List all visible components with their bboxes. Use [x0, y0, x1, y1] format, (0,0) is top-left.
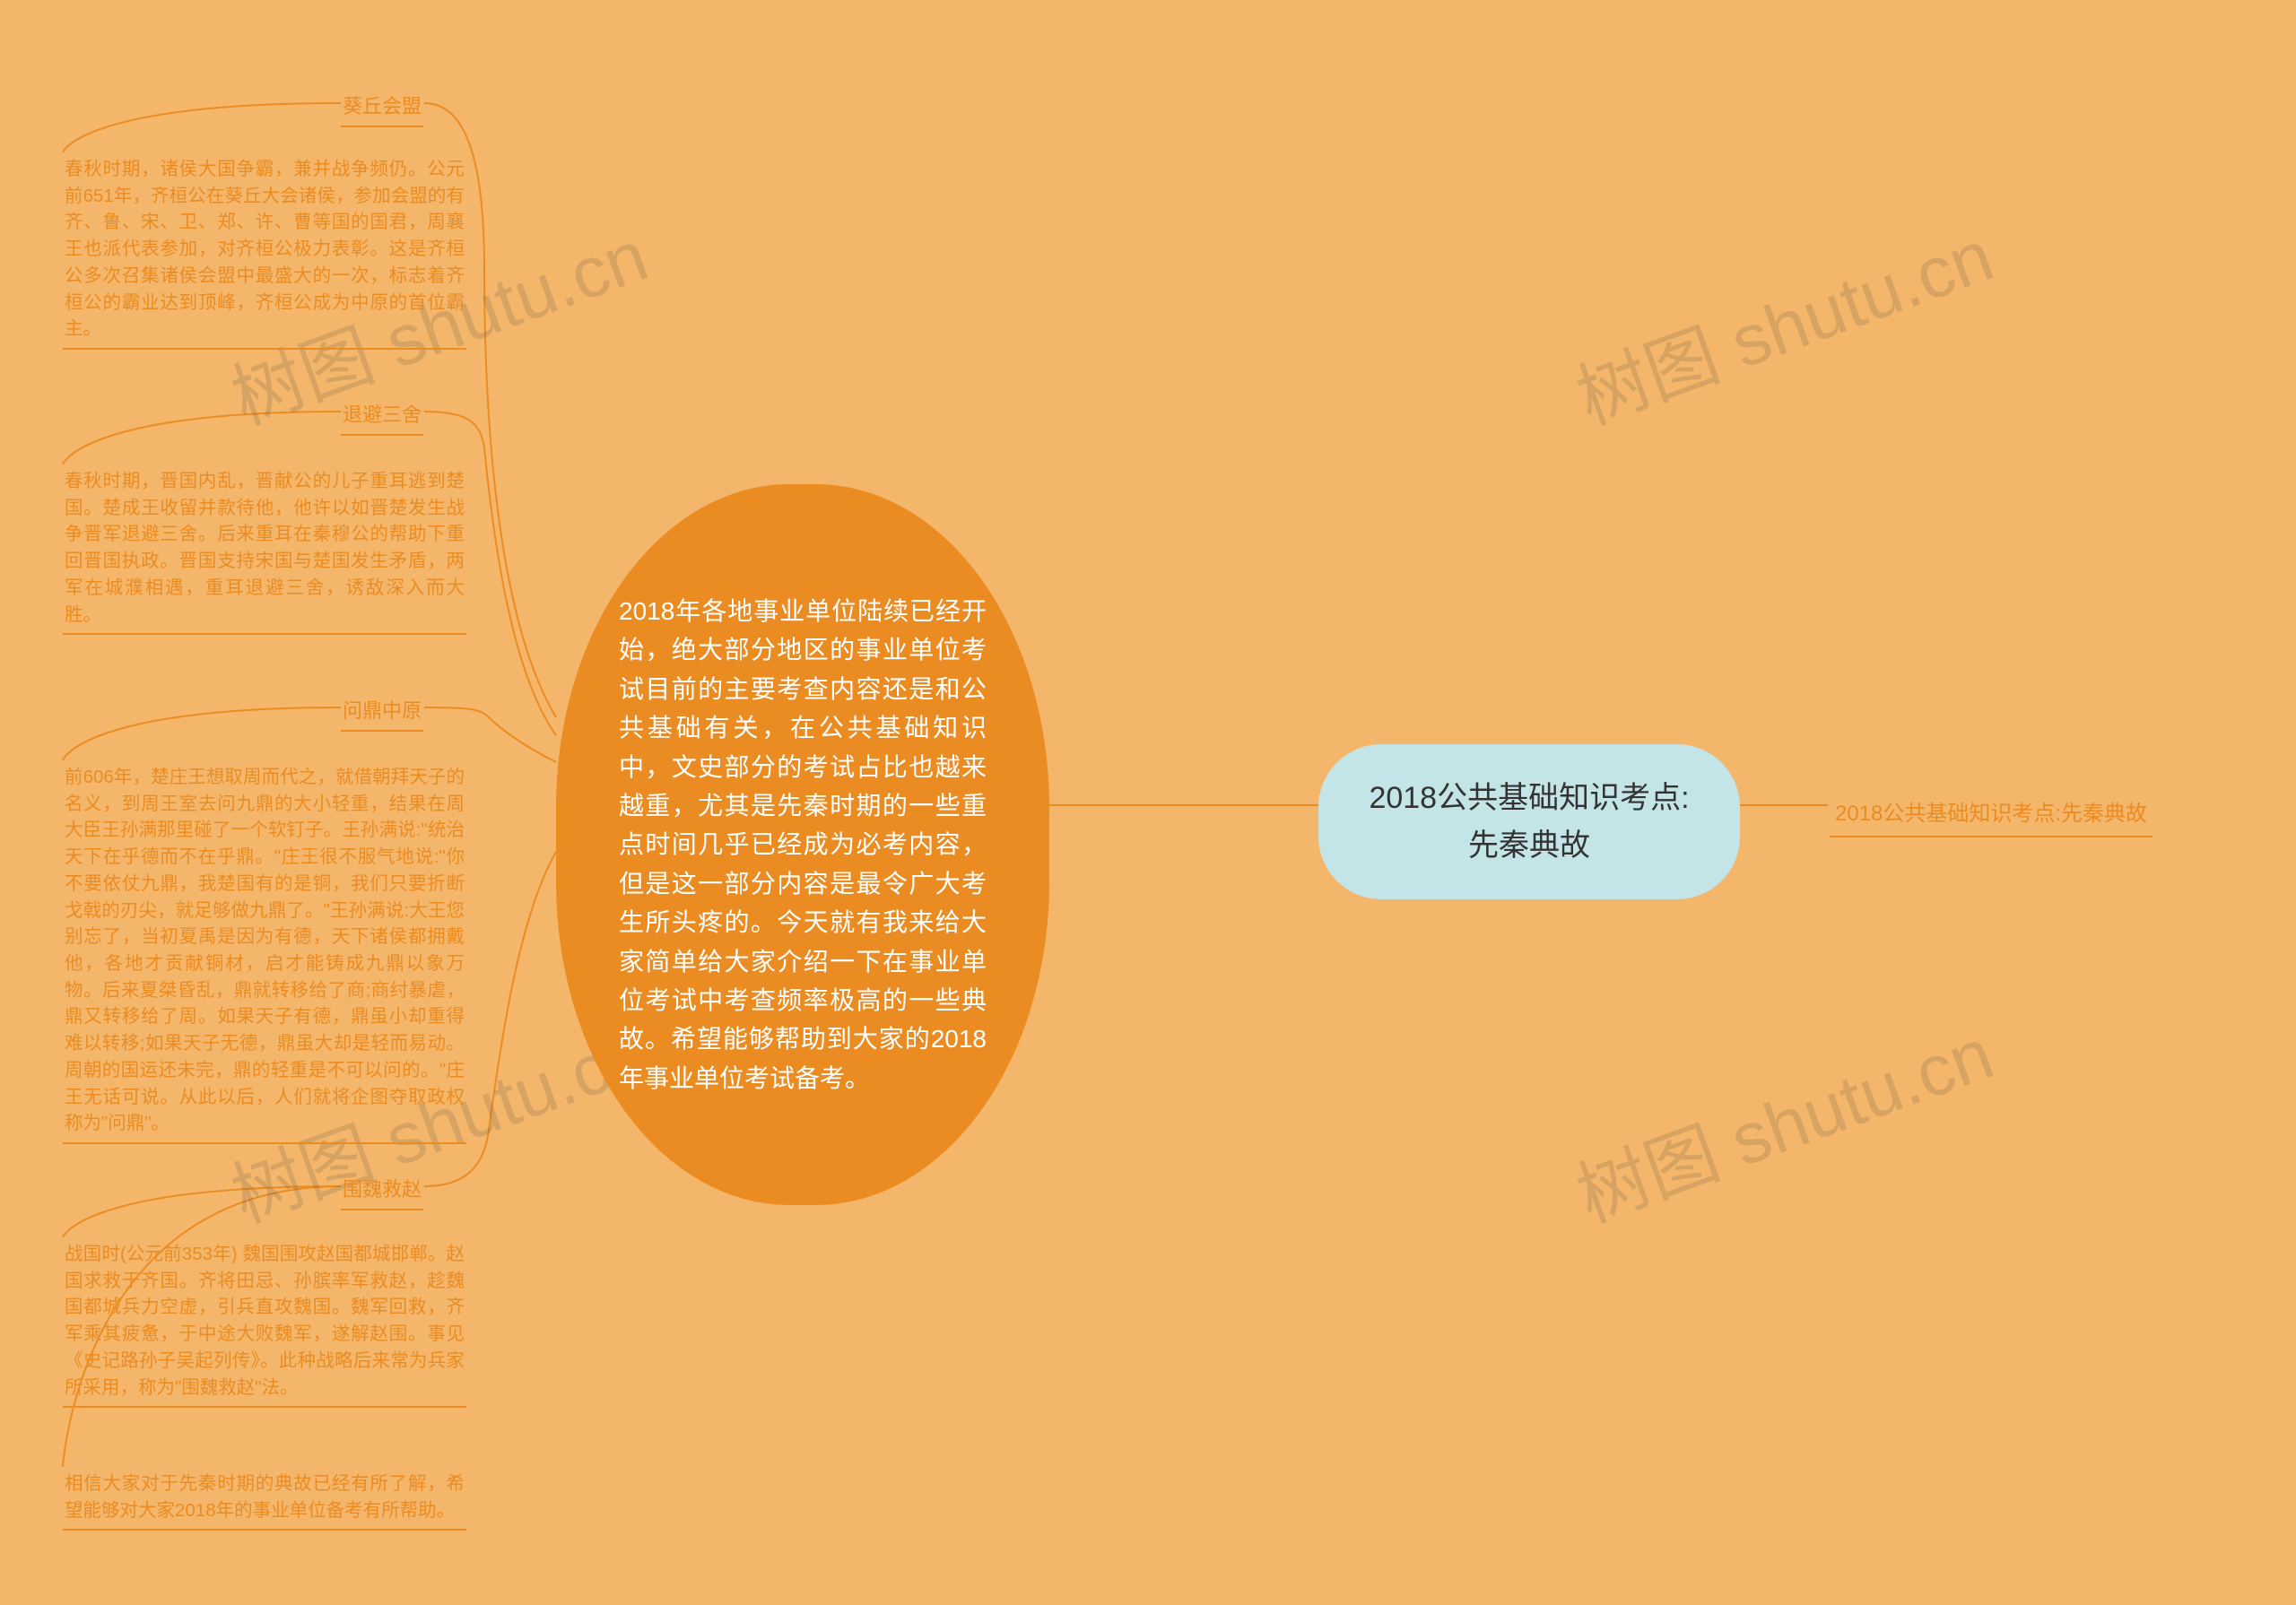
topic-paragraph-text: 前606年，楚庄王想取周而代之，就借朝拜天子的名义，到周王室去问九鼎的大小轻重，… [65, 764, 465, 1137]
intro-text: 2018年各地事业单位陆续已经开始，绝大部分地区的事业单位考试目前的主要考查内容… [619, 592, 987, 1097]
mindmap-canvas: 树图 shutu.cn 树图 shutu.cn 树图 shutu.cn 树图 s… [0, 0, 2296, 1605]
topic-paragraph-text: 春秋时期，晋国内乱，晋献公的儿子重耳逃到楚国。楚成王收留并款待他，他许以如晋楚发… [65, 468, 465, 628]
topic-heading[interactable]: 围魏救赵 [341, 1173, 423, 1210]
topic-heading[interactable]: 问鼎中原 [341, 694, 423, 732]
watermark: 树图 shutu.cn [1561, 996, 2005, 1243]
right-leaf-label: 2018公共基础知识考点:先秦典故 [1835, 797, 2147, 830]
topic-heading-label: 问鼎中原 [343, 696, 422, 726]
topic-heading[interactable]: 葵丘会盟 [341, 90, 423, 127]
watermark: 树图 shutu.cn [1561, 198, 2005, 445]
topic-paragraph[interactable]: 战国时(公元前353年) 魏国围攻赵国都城邯郸。赵国求救于齐国。齐将田忌、孙膑率… [63, 1239, 466, 1408]
intro-node[interactable]: 2018年各地事业单位陆续已经开始，绝大部分地区的事业单位考试目前的主要考查内容… [556, 484, 1049, 1205]
topic-heading-label: 葵丘会盟 [343, 91, 422, 122]
topic-paragraph-text: 春秋时期，诸侯大国争霸，兼并战争频仍。公元前651年，齐桓公在葵丘大会诸侯，参加… [65, 156, 465, 343]
right-leaf-node[interactable]: 2018公共基础知识考点:先秦典故 [1830, 794, 2152, 837]
topic-heading-label: 围魏救赵 [343, 1175, 422, 1205]
topic-paragraph[interactable]: 春秋时期，晋国内乱，晋献公的儿子重耳逃到楚国。楚成王收留并款待他，他许以如晋楚发… [63, 466, 466, 635]
topic-paragraph[interactable]: 相信大家对于先秦时期的典故已经有所了解，希望能够对大家2018年的事业单位备考有… [63, 1469, 466, 1531]
topic-paragraph-text: 战国时(公元前353年) 魏国围攻赵国都城邯郸。赵国求救于齐国。齐将田忌、孙膑率… [65, 1241, 465, 1401]
topic-heading[interactable]: 退避三舍 [341, 398, 423, 436]
root-node-label: 2018公共基础知识考点:先秦典故 [1358, 775, 1700, 869]
topic-paragraph[interactable]: 前606年，楚庄王想取周而代之，就借朝拜天子的名义，到周王室去问九鼎的大小轻重，… [63, 762, 466, 1144]
topic-heading-label: 退避三舍 [343, 400, 422, 430]
topic-paragraph[interactable]: 春秋时期，诸侯大国争霸，兼并战争频仍。公元前651年，齐桓公在葵丘大会诸侯，参加… [63, 154, 466, 350]
topic-paragraph-text: 相信大家对于先秦时期的典故已经有所了解，希望能够对大家2018年的事业单位备考有… [65, 1471, 465, 1523]
root-node[interactable]: 2018公共基础知识考点:先秦典故 [1318, 744, 1740, 899]
